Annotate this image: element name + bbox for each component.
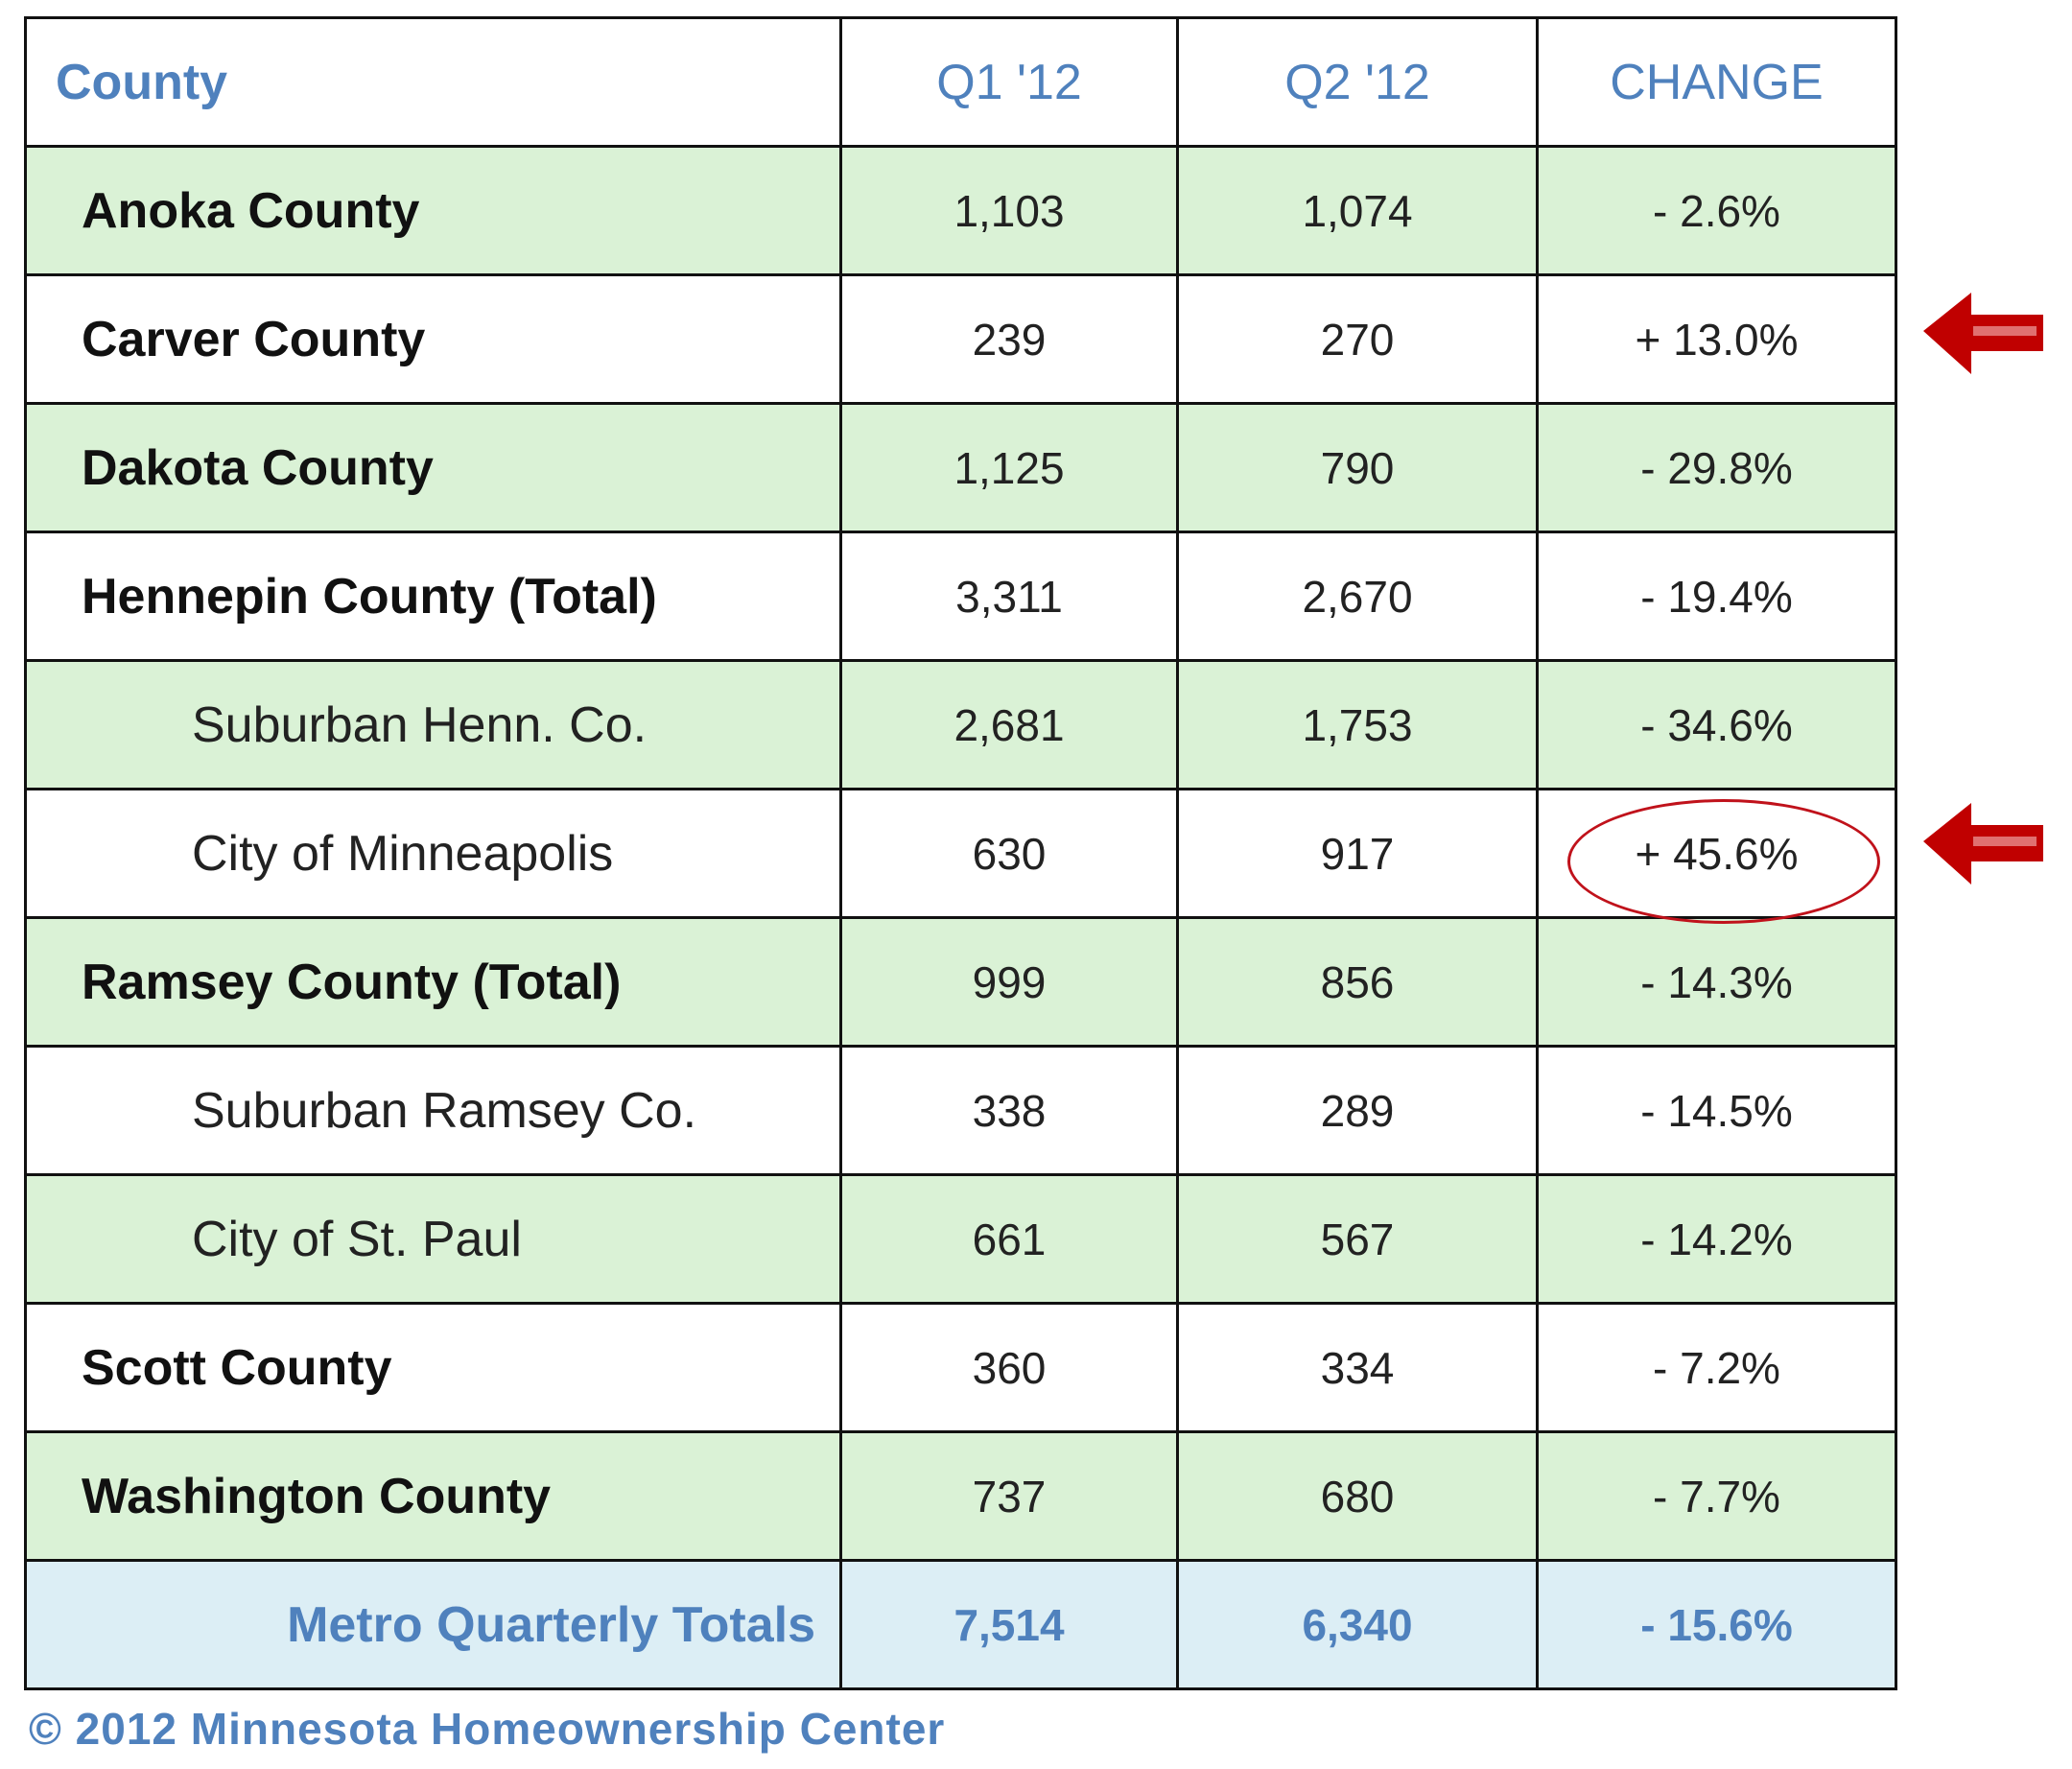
q1-value: 239 [839,273,1179,405]
q1-value: 737 [839,1430,1179,1562]
change-value: - 7.7% [1536,1430,1897,1562]
change-text: - 19.4% [1640,571,1793,622]
county-name: Dakota County [24,402,842,533]
change-value: - 34.6% [1536,659,1897,790]
header-county: County [24,16,842,148]
table-row: Anoka County 1,103 1,074 - 2.6% [24,145,1897,276]
change-text: - 7.2% [1653,1342,1780,1393]
change-text: - 14.2% [1640,1214,1793,1264]
table-row: Dakota County 1,125 790 - 29.8% [24,402,1897,533]
county-data-table: County Q1 '12 Q2 '12 CHANGE Anoka County… [24,16,1897,1690]
county-name: Scott County [24,1302,842,1433]
q2-value: 790 [1176,402,1539,533]
q2-value: 1,074 [1176,145,1539,276]
table-row: Hennepin County (Total) 3,311 2,670 - 19.4% [24,531,1897,662]
county-name: Washington County [24,1430,842,1562]
change-value: - 14.3% [1536,916,1897,1048]
q2-value: 334 [1176,1302,1539,1433]
table-row: Ramsey County (Total) 999 856 - 14.3% [24,916,1897,1048]
county-name: Carver County [24,273,842,405]
change-value: - 14.5% [1536,1045,1897,1176]
q1-value: 661 [839,1173,1179,1305]
q2-value: 567 [1176,1173,1539,1305]
q1-value: 3,311 [839,531,1179,662]
change-value: - 14.2% [1536,1173,1897,1305]
change-value: + 45.6% [1536,788,1897,924]
county-name: City of Minneapolis [24,788,842,919]
table-row: Suburban Henn. Co. 2,681 1,753 - 34.6% [24,659,1897,790]
totals-q2: 6,340 [1176,1559,1539,1690]
change-value: + 13.0% [1536,273,1897,405]
table-row: City of Minneapolis 630 917 + 45.6% [24,788,1897,924]
header-q2: Q2 '12 [1176,16,1539,148]
county-name: Suburban Henn. Co. [24,659,842,790]
totals-label: Metro Quarterly Totals [24,1559,842,1690]
header-q1: Q1 '12 [839,16,1179,148]
q2-value: 289 [1176,1045,1539,1176]
change-text: - 34.6% [1640,699,1793,750]
totals-row: Metro Quarterly Totals 7,514 6,340- 15.6% [24,1559,1897,1690]
q2-value: 270 [1176,273,1539,405]
header-change: CHANGE [1536,16,1897,148]
q1-value: 630 [839,788,1179,919]
red-arrow-icon [1923,803,2043,884]
header-row: County Q1 '12 Q2 '12 CHANGE [24,16,1897,148]
change-value: - 29.8% [1536,402,1897,533]
change-text: - 29.8% [1640,442,1793,493]
q2-value: 680 [1176,1430,1539,1562]
copyright-footer: © 2012 Minnesota Homeownership Center [29,1704,946,1754]
circled-change: + 45.6% [1567,798,1881,924]
county-name: Anoka County [24,145,842,276]
change-text: - 2.6% [1653,185,1780,236]
table-row: Suburban Ramsey Co. 338 289 - 14.5% [24,1045,1897,1176]
q2-value: 1,753 [1176,659,1539,790]
change-text: - 14.3% [1640,956,1793,1007]
totals-q1: 7,514 [839,1559,1179,1690]
q1-value: 338 [839,1045,1179,1176]
county-name: City of St. Paul [24,1173,842,1305]
change-text: - 7.7% [1653,1471,1780,1521]
q2-value: 2,670 [1176,531,1539,662]
q2-value: 917 [1176,788,1539,919]
table-row: City of St. Paul 661 567 - 14.2% [24,1173,1897,1305]
change-value: - 7.2% [1536,1302,1897,1433]
change-value: - 19.4% [1536,531,1897,662]
table-row: Washington County 737 680 - 7.7% [24,1430,1897,1562]
change-value: - 2.6% [1536,145,1897,276]
q1-value: 360 [839,1302,1179,1433]
q1-value: 1,125 [839,402,1179,533]
county-name: Ramsey County (Total) [24,916,842,1048]
q1-value: 2,681 [839,659,1179,790]
q1-value: 999 [839,916,1179,1048]
table-row: Scott County 360 334 - 7.2% [24,1302,1897,1433]
county-name: Hennepin County (Total) [24,531,842,662]
change-text: - 14.5% [1640,1085,1793,1136]
highlight-ellipse [1567,798,1881,924]
red-arrow-icon [1923,293,2043,374]
q1-value: 1,103 [839,145,1179,276]
county-name: Suburban Ramsey Co. [24,1045,842,1176]
totals-change: - 15.6% [1536,1559,1897,1690]
change-text: + 13.0% [1635,314,1799,365]
table-row: Carver County 239 270 + 13.0% [24,273,1897,405]
q2-value: 856 [1176,916,1539,1048]
